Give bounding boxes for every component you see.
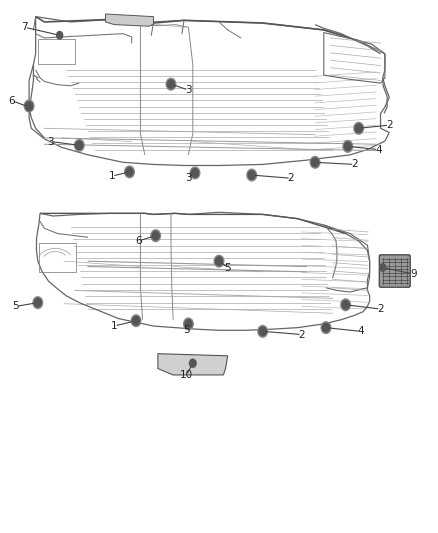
Circle shape bbox=[152, 231, 159, 240]
Text: 5: 5 bbox=[224, 263, 231, 272]
Circle shape bbox=[216, 257, 222, 265]
Circle shape bbox=[191, 168, 198, 177]
FancyBboxPatch shape bbox=[379, 255, 410, 287]
Circle shape bbox=[168, 80, 174, 88]
Text: 2: 2 bbox=[377, 304, 384, 314]
Circle shape bbox=[76, 141, 83, 150]
Text: 7: 7 bbox=[21, 22, 28, 33]
Circle shape bbox=[355, 124, 362, 133]
Text: 9: 9 bbox=[410, 269, 417, 279]
Circle shape bbox=[259, 327, 266, 336]
Circle shape bbox=[190, 360, 196, 367]
Text: 1: 1 bbox=[109, 171, 115, 181]
Circle shape bbox=[184, 318, 193, 330]
Bar bbox=[39, 243, 76, 272]
Circle shape bbox=[247, 169, 257, 181]
Circle shape bbox=[311, 158, 318, 166]
Circle shape bbox=[312, 159, 318, 166]
Circle shape bbox=[214, 255, 224, 267]
Text: 2: 2 bbox=[386, 120, 392, 130]
Circle shape bbox=[133, 317, 140, 325]
Circle shape bbox=[310, 157, 320, 168]
Circle shape bbox=[125, 166, 134, 177]
Text: 10: 10 bbox=[180, 370, 193, 381]
Polygon shape bbox=[158, 354, 228, 375]
Text: 6: 6 bbox=[8, 95, 15, 106]
Circle shape bbox=[74, 140, 84, 151]
Circle shape bbox=[35, 299, 41, 306]
Text: 1: 1 bbox=[111, 321, 117, 331]
Circle shape bbox=[249, 171, 255, 179]
Circle shape bbox=[345, 143, 351, 150]
Circle shape bbox=[185, 320, 192, 328]
Text: 3: 3 bbox=[185, 85, 192, 95]
Circle shape bbox=[152, 232, 159, 239]
Text: 3: 3 bbox=[185, 173, 192, 183]
Text: 2: 2 bbox=[288, 173, 294, 183]
Circle shape bbox=[356, 125, 362, 132]
Circle shape bbox=[321, 322, 331, 334]
Circle shape bbox=[322, 324, 329, 332]
Polygon shape bbox=[106, 14, 153, 26]
Circle shape bbox=[354, 123, 364, 134]
Circle shape bbox=[131, 315, 141, 327]
Text: 2: 2 bbox=[351, 159, 358, 169]
Circle shape bbox=[127, 168, 133, 175]
Bar bbox=[38, 39, 75, 64]
Circle shape bbox=[133, 317, 139, 325]
Circle shape bbox=[24, 100, 34, 112]
Circle shape bbox=[34, 298, 41, 307]
Circle shape bbox=[26, 103, 32, 111]
Text: 4: 4 bbox=[375, 144, 381, 155]
Circle shape bbox=[185, 320, 191, 328]
Circle shape bbox=[343, 141, 353, 152]
Circle shape bbox=[341, 299, 350, 311]
Circle shape bbox=[380, 264, 386, 271]
Text: 2: 2 bbox=[299, 329, 305, 340]
Circle shape bbox=[344, 142, 351, 151]
Circle shape bbox=[260, 328, 266, 335]
Circle shape bbox=[323, 324, 329, 332]
Text: 5: 5 bbox=[13, 301, 19, 311]
Circle shape bbox=[76, 142, 82, 149]
Circle shape bbox=[343, 301, 349, 309]
Circle shape bbox=[192, 169, 198, 176]
Circle shape bbox=[167, 80, 174, 88]
Circle shape bbox=[258, 326, 268, 337]
Circle shape bbox=[189, 359, 196, 368]
Circle shape bbox=[248, 171, 255, 179]
Circle shape bbox=[342, 301, 349, 309]
Text: 5: 5 bbox=[183, 325, 190, 335]
Circle shape bbox=[166, 78, 176, 90]
Circle shape bbox=[151, 230, 160, 241]
Circle shape bbox=[190, 167, 200, 179]
Text: 6: 6 bbox=[135, 236, 141, 246]
Circle shape bbox=[57, 31, 63, 39]
Text: 4: 4 bbox=[357, 326, 364, 336]
Circle shape bbox=[126, 167, 133, 176]
Text: 3: 3 bbox=[48, 136, 54, 147]
Circle shape bbox=[215, 257, 223, 265]
Circle shape bbox=[25, 102, 32, 110]
Circle shape bbox=[33, 297, 42, 309]
